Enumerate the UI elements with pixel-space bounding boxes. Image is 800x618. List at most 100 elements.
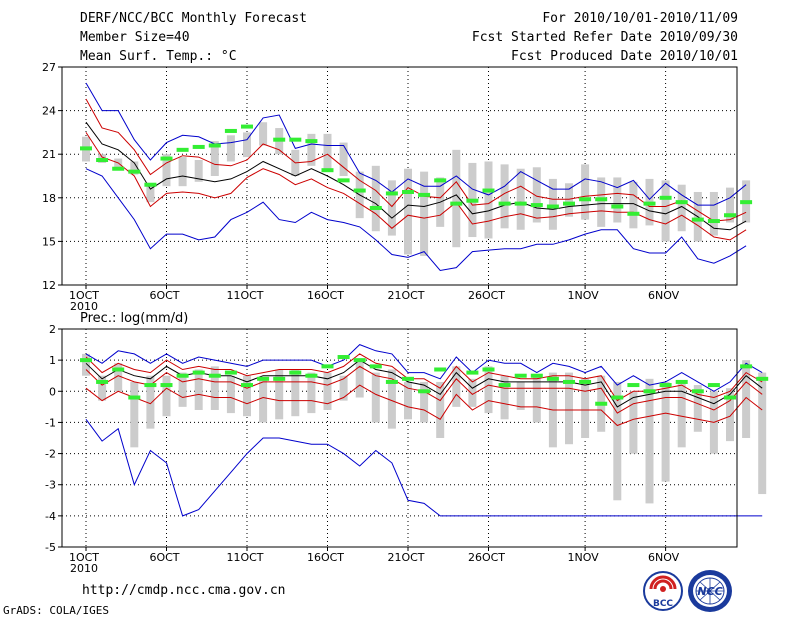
ytick-label-prec: -4 [45,510,56,523]
obs-mark-temp [128,169,141,174]
xtick-label-temp: 26OCT [468,289,505,302]
obs-mark-prec [160,383,173,388]
box-prec [371,372,380,423]
box-prec [291,369,300,417]
source-url[interactable]: http://cmdp.ncc.cma.gov.cn [82,583,286,598]
box-prec [581,378,590,438]
obs-mark-temp [369,205,382,210]
mean-line-temp [85,121,747,231]
obs-mark-prec [128,395,141,400]
box-temp [565,183,573,217]
box-prec [178,372,187,407]
obs-mark-temp [724,213,736,218]
box-prec [645,378,654,504]
obs-mark-temp [208,143,221,148]
box-temp [532,167,541,223]
box-prec [436,381,445,438]
max-line-prec [85,344,763,392]
obs-mark-prec [257,376,270,381]
box-prec [162,375,171,417]
upper-line-temp [85,98,747,222]
box-prec [565,372,573,445]
obs-mark-temp [241,124,253,129]
box-prec [758,372,767,495]
box-prec [742,360,751,438]
box-prec [404,381,412,420]
obs-mark-prec [546,376,559,381]
box-prec [275,369,284,420]
obs-mark-prec [353,358,366,363]
box-prec [532,375,541,423]
obs-mark-temp [144,182,157,187]
obs-mark-prec [192,370,205,375]
obs-mark-prec [707,383,720,388]
obs-mark-prec [289,370,302,375]
obs-mark-prec [418,389,431,394]
ytick-label-prec: 1 [49,354,56,367]
box-temp [484,161,493,239]
obs-mark-prec [273,376,286,381]
obs-mark-temp [498,201,511,206]
obs-mark-prec [611,395,624,400]
box-prec [387,369,396,429]
xtick-label-temp: 6NOV [648,289,680,302]
ytick-label-prec: -5 [45,541,56,554]
max-line-temp [85,82,747,206]
ytick-label-temp: 12 [42,279,56,292]
obs-mark-prec [305,373,318,378]
box-prec [98,375,107,401]
box-temp [677,184,686,232]
obs-mark-temp [402,189,414,194]
obs-mark-prec [724,395,736,400]
xtick-label-prec: 1OCT [69,551,99,564]
obs-mark-temp [289,137,302,142]
obs-mark-prec [498,383,511,388]
ytick-label-temp: 27 [42,61,56,74]
box-temp [629,181,638,229]
bcc-logo-text: BCC [653,599,673,609]
box-prec [726,388,734,442]
box-prec [146,375,155,429]
xtick-label-prec: 21OCT [387,551,424,564]
obs-mark-prec [466,370,479,375]
chart-title: DERF/NCC/BCC Monthly Forecast [80,11,307,26]
ytick-label-temp: 21 [42,148,56,161]
forecast-period: For 2010/10/01-2010/11/09 [542,11,738,26]
obs-mark-prec [579,379,592,384]
box-prec [226,375,235,414]
box-temp [210,141,219,176]
xtick-label-prec: 11OCT [226,551,263,564]
obs-mark-prec [675,379,688,384]
ytick-label-prec: 0 [49,385,56,398]
box-prec [677,381,686,448]
obs-mark-prec [740,364,753,369]
obs-mark-temp [466,198,479,203]
ytick-label-prec: 2 [49,323,56,336]
xtick-label-temp: 1OCT [69,289,99,302]
obs-mark-temp [595,197,608,202]
obs-mark-temp [691,217,704,222]
ytick-label-prec: -3 [45,479,56,492]
obs-mark-prec [402,376,414,381]
ytick-label-prec: -2 [45,448,56,461]
box-prec [452,366,461,407]
box-temp [371,165,380,232]
variable-label: Mean Surf. Temp.: °C [80,49,237,64]
obs-mark-prec [241,383,253,388]
box-prec [420,381,429,423]
box-temp [726,187,734,223]
box-temp [339,142,348,176]
obs-mark-temp [273,137,286,142]
box-prec [500,375,509,420]
box-temp [243,132,251,158]
min-line-prec [85,419,763,517]
plot-frame-temp [61,66,738,286]
ytick-label-temp: 15 [42,235,56,248]
obs-mark-prec [530,373,543,378]
obs-mark-prec [208,373,221,378]
obs-mark-temp [176,147,189,152]
box-temp [452,149,461,248]
obs-mark-temp [434,178,447,183]
box-prec [355,360,364,398]
